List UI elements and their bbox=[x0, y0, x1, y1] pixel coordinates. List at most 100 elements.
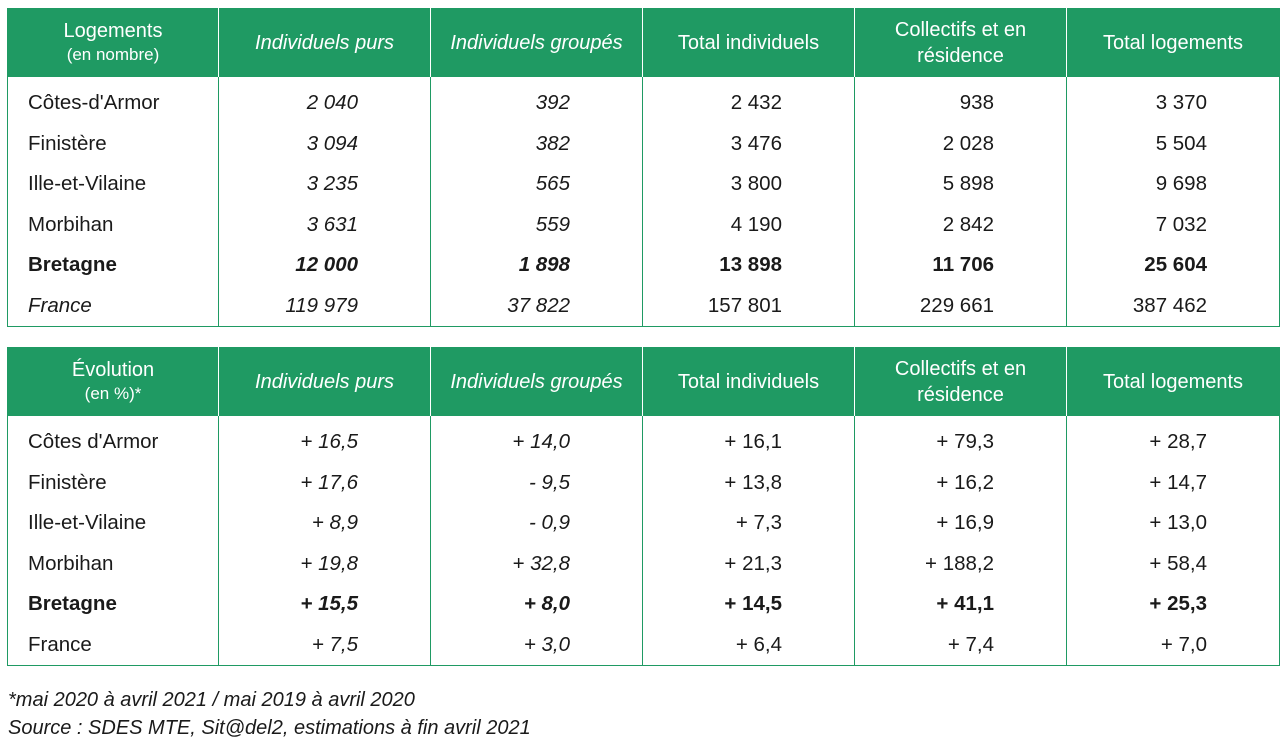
footnote: *mai 2020 à avril 2021 / mai 2019 à avri… bbox=[8, 689, 415, 711]
row-label: Finistère bbox=[28, 470, 107, 494]
cell-value: + 25,3 bbox=[1066, 584, 1280, 625]
header-total-individuels: Total individuels bbox=[642, 8, 855, 77]
cell-value: 1 898 bbox=[430, 245, 643, 286]
cell-value: 3 235 bbox=[218, 164, 431, 205]
cell-value: + 7,3 bbox=[642, 503, 855, 544]
cell-value: 7 032 bbox=[1066, 204, 1280, 245]
cell-value: + 14,5 bbox=[642, 584, 855, 625]
header-total-logements: Total logements bbox=[1066, 347, 1280, 416]
header-title: Évolution bbox=[71, 359, 155, 381]
header-collectifs: Collectifs et en résidence bbox=[854, 8, 1067, 77]
row-label: Morbihan bbox=[28, 212, 114, 236]
row-label: Bretagne bbox=[28, 592, 117, 616]
cell-value: 3 094 bbox=[218, 123, 431, 164]
row-label: Morbihan bbox=[28, 551, 114, 575]
cell-value: + 28,7 bbox=[1066, 416, 1280, 463]
header-individuels-purs: Individuels purs bbox=[218, 8, 431, 77]
cell-value: 3 370 bbox=[1066, 77, 1280, 124]
table-row-france: France 119 979 37 822 157 801 229 661 38… bbox=[8, 285, 1280, 327]
header-individuels-purs: Individuels purs bbox=[218, 347, 431, 416]
header-title: Logements bbox=[63, 20, 163, 42]
row-label: Côtes-d'Armor bbox=[28, 91, 160, 115]
header-individuels-groupes: Individuels groupés bbox=[430, 347, 643, 416]
cell-value: + 16,1 bbox=[642, 416, 855, 463]
cell-value: 157 801 bbox=[642, 285, 855, 327]
row-label: France bbox=[28, 293, 92, 317]
table-row: Côtes-d'Armor 2 040 392 2 432 938 3 370 bbox=[8, 77, 1280, 124]
cell-value: + 14,0 bbox=[430, 416, 643, 463]
cell-value: 938 bbox=[854, 77, 1067, 124]
cell-value: + 16,2 bbox=[854, 462, 1067, 503]
table-row: Morbihan + 19,8 + 32,8 + 21,3 + 188,2 + … bbox=[8, 543, 1280, 584]
cell-value: + 41,1 bbox=[854, 584, 1067, 625]
cell-value: 2 028 bbox=[854, 123, 1067, 164]
cell-value: + 7,0 bbox=[1066, 624, 1280, 666]
cell-value: 119 979 bbox=[218, 285, 431, 327]
cell-value: + 7,5 bbox=[218, 624, 431, 666]
cell-value: 25 604 bbox=[1066, 245, 1280, 286]
header-subtitle: (en nombre) bbox=[66, 45, 160, 64]
cell-value: 4 190 bbox=[642, 204, 855, 245]
table-row: Finistère 3 094 382 3 476 2 028 5 504 bbox=[8, 123, 1280, 164]
cell-value: + 15,5 bbox=[218, 584, 431, 625]
cell-value: 11 706 bbox=[854, 245, 1067, 286]
table-row: Côtes d'Armor + 16,5 + 14,0 + 16,1 + 79,… bbox=[8, 416, 1280, 463]
cell-value: + 32,8 bbox=[430, 543, 643, 584]
cell-value: 12 000 bbox=[218, 245, 431, 286]
cell-value: 13 898 bbox=[642, 245, 855, 286]
cell-value: - 0,9 bbox=[430, 503, 643, 544]
cell-value: + 8,0 bbox=[430, 584, 643, 625]
row-label: Ille-et-Vilaine bbox=[28, 172, 147, 196]
table-row-total: Bretagne 12 000 1 898 13 898 11 706 25 6… bbox=[8, 245, 1280, 286]
cell-value: 229 661 bbox=[854, 285, 1067, 327]
cell-value: 382 bbox=[430, 123, 643, 164]
source-note: Source : SDES MTE, Sit@del2, estimations… bbox=[8, 717, 531, 739]
cell-value: 387 462 bbox=[1066, 285, 1280, 327]
cell-value: + 58,4 bbox=[1066, 543, 1280, 584]
header-row: Logements (en nombre) Individuels purs I… bbox=[7, 8, 1280, 77]
cell-value: + 14,7 bbox=[1066, 462, 1280, 503]
header-first-cell: Logements (en nombre) bbox=[7, 8, 219, 77]
cell-value: + 188,2 bbox=[854, 543, 1067, 584]
cell-value: 559 bbox=[430, 204, 643, 245]
cell-value: 2 040 bbox=[218, 77, 431, 124]
cell-value: 37 822 bbox=[430, 285, 643, 327]
cell-value: + 19,8 bbox=[218, 543, 431, 584]
row-label: France bbox=[28, 632, 92, 656]
cell-value: 2 432 bbox=[642, 77, 855, 124]
header-total-logements: Total logements bbox=[1066, 8, 1280, 77]
header-individuels-groupes: Individuels groupés bbox=[430, 8, 643, 77]
cell-value: + 3,0 bbox=[430, 624, 643, 666]
evolution-table: Évolution (en %)* Individuels purs Indiv… bbox=[7, 347, 1280, 666]
table-row: Ille-et-Vilaine 3 235 565 3 800 5 898 9 … bbox=[8, 164, 1280, 205]
cell-value: + 6,4 bbox=[642, 624, 855, 666]
cell-value: + 8,9 bbox=[218, 503, 431, 544]
cell-value: + 13,8 bbox=[642, 462, 855, 503]
row-label: Bretagne bbox=[28, 253, 117, 277]
cell-value: + 7,4 bbox=[854, 624, 1067, 666]
table-row: Morbihan 3 631 559 4 190 2 842 7 032 bbox=[8, 204, 1280, 245]
cell-value: 392 bbox=[430, 77, 643, 124]
cell-value: 5 898 bbox=[854, 164, 1067, 205]
cell-value: 9 698 bbox=[1066, 164, 1280, 205]
cell-value: 2 842 bbox=[854, 204, 1067, 245]
row-label: Finistère bbox=[28, 131, 107, 155]
cell-value: 3 631 bbox=[218, 204, 431, 245]
header-collectifs: Collectifs et en résidence bbox=[854, 347, 1067, 416]
row-label: Ille-et-Vilaine bbox=[28, 511, 147, 535]
header-first-cell: Évolution (en %)* bbox=[7, 347, 219, 416]
cell-value: - 9,5 bbox=[430, 462, 643, 503]
cell-value: 3 800 bbox=[642, 164, 855, 205]
cell-value: + 17,6 bbox=[218, 462, 431, 503]
cell-value: + 21,3 bbox=[642, 543, 855, 584]
notes: *mai 2020 à avril 2021 / mai 2019 à avri… bbox=[8, 686, 531, 742]
header-row: Évolution (en %)* Individuels purs Indiv… bbox=[7, 347, 1280, 416]
table-row-france: France + 7,5 + 3,0 + 6,4 + 7,4 + 7,0 bbox=[8, 624, 1280, 666]
cell-value: 3 476 bbox=[642, 123, 855, 164]
cell-value: + 79,3 bbox=[854, 416, 1067, 463]
logements-table: Logements (en nombre) Individuels purs I… bbox=[7, 8, 1280, 327]
cell-value: + 13,0 bbox=[1066, 503, 1280, 544]
header-total-individuels: Total individuels bbox=[642, 347, 855, 416]
table-row-total: Bretagne + 15,5 + 8,0 + 14,5 + 41,1 + 25… bbox=[8, 584, 1280, 625]
header-subtitle: (en %)* bbox=[84, 384, 142, 403]
